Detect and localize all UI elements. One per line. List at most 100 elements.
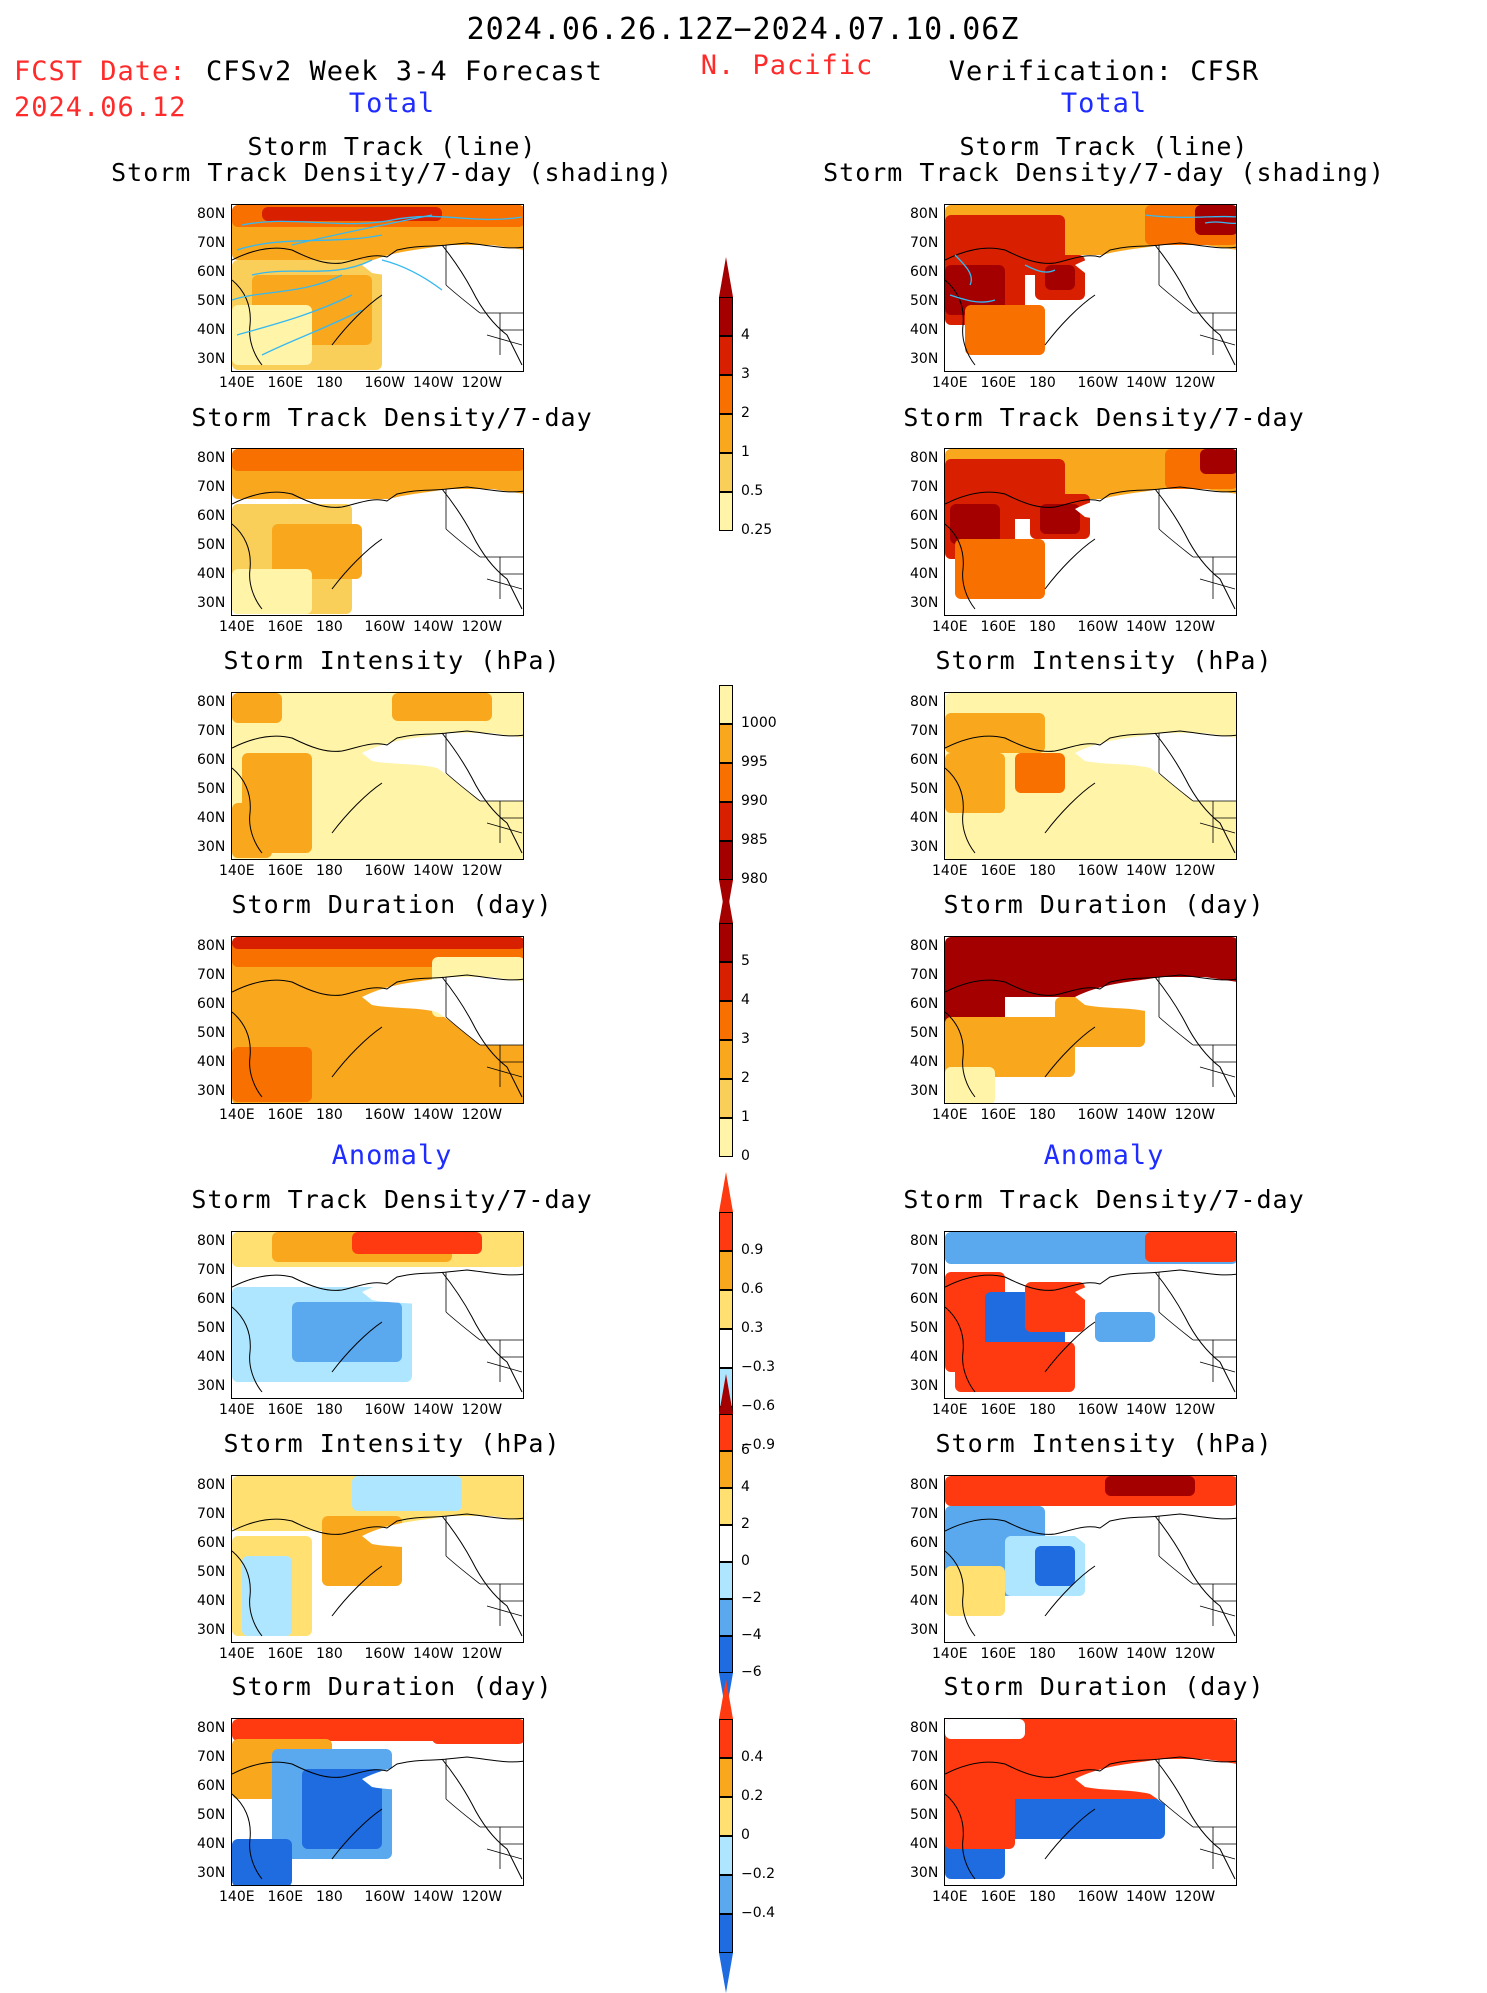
coastline-duration-0 [232, 974, 523, 1098]
lat-tick-label: 70N [197, 479, 226, 495]
lon-tick-label: 120W [1174, 1107, 1216, 1123]
land-mask-density-anom-0 [362, 1272, 523, 1340]
colorbar-cell [719, 1875, 733, 1914]
lon-tick-label: 180 [316, 1646, 343, 1662]
lat-tick-label: 50N [197, 1807, 226, 1823]
shading-cell-density-0-5 [232, 569, 312, 614]
colorbar-label: 0.6 [741, 1281, 764, 1297]
lon-tick-label: 160W [364, 375, 406, 391]
storm-track-line-track-0-2 [251, 259, 373, 276]
lat-tick-label: 50N [910, 293, 939, 309]
map-intensity-0 [231, 692, 524, 860]
lon-tick-label: 160E [267, 863, 304, 879]
lat-tick-label: 50N [910, 1320, 939, 1336]
land-mask-duration-1 [1075, 977, 1236, 1045]
map-density-anom-0 [231, 1231, 524, 1399]
border-intensity-anom-0 [445, 1516, 523, 1626]
lat-tick-label: 80N [910, 1720, 939, 1736]
lat-tick-label: 30N [197, 595, 226, 611]
lat-tick-label: 60N [197, 752, 226, 768]
land-mask-density-1 [1075, 489, 1236, 557]
lon-tick-label: 140W [1126, 1107, 1167, 1123]
colorbar-cell [719, 1836, 733, 1875]
storm-track-line-track-0-0 [241, 215, 523, 226]
lat-tick-label: 70N [197, 1262, 226, 1278]
lon-tick-label: 120W [461, 619, 503, 635]
lat-tick-label: 40N [910, 566, 939, 582]
panel-title-duration-right: Storm Duration (day) [943, 890, 1265, 919]
panel-title-duration-anom-left: Storm Duration (day) [231, 1672, 553, 1701]
anomaly-label-right: Anomaly [1043, 1140, 1165, 1171]
lat-tick-label: 70N [910, 1506, 939, 1522]
lat-tick-label: 80N [197, 206, 226, 222]
coastline-duration-1 [945, 974, 1236, 1098]
map-canvas-track-0 [232, 205, 523, 370]
lon-tick-label: 140E [219, 863, 255, 879]
lat-tick-label: 70N [197, 967, 226, 983]
land-mask-density-0 [362, 489, 523, 557]
storm-track-line-track-1-2 [949, 294, 996, 303]
colorbar-label: 995 [741, 754, 768, 770]
colorbar-arrow-top [719, 1172, 733, 1212]
colorbar-label: −2 [741, 1590, 762, 1606]
colorbar-cell [719, 1636, 733, 1673]
map-canvas-track-1 [945, 205, 1236, 366]
lat-tick-label: 40N [197, 1054, 226, 1070]
shading-cell-duration-anom-0-4 [232, 1839, 292, 1885]
land-mask-duration-anom-0 [362, 1759, 523, 1827]
lat-tick-label: 30N [910, 1083, 939, 1099]
lon-tick-label: 180 [316, 1107, 343, 1123]
colorbar-cell [719, 492, 733, 531]
lon-tick-label: 120W [1174, 1646, 1216, 1662]
colorbar-cell [719, 1599, 733, 1636]
lon-tick-label: 120W [461, 1646, 503, 1662]
lon-tick-label: 140W [413, 1646, 454, 1662]
colorbar-label: −0.9 [741, 1437, 775, 1453]
colorbar-arrow-top [719, 257, 733, 297]
colorbar-cell [719, 1414, 733, 1451]
colorbar-arrow-bottom [719, 1953, 733, 1993]
lat-tick-label: 80N [910, 938, 939, 954]
coastline-intensity-anom-1 [945, 1513, 1236, 1637]
colorbar-arrow-shape [719, 1953, 733, 1993]
total-label-right: Total [1060, 88, 1148, 119]
lat-tick-label: 60N [197, 1535, 226, 1551]
map-canvas-density-anom-1 [945, 1232, 1236, 1393]
border-intensity-0 [445, 733, 523, 843]
coastline-duration-anom-0 [232, 1756, 523, 1880]
shading-cell-track-1-7 [1195, 205, 1236, 235]
colorbar-label: 4 [741, 992, 750, 1008]
lon-tick-label: 160W [1077, 1646, 1119, 1662]
lat-tick-label: 80N [910, 206, 939, 222]
shading-cell-density-anom-0-4 [292, 1302, 402, 1362]
panel-title-intensity-left: Storm Intensity (hPa) [223, 646, 561, 675]
colorbar-label: 985 [741, 832, 768, 848]
colorbar-cell [719, 685, 733, 724]
colorbar-arrow-shape [719, 1374, 733, 1414]
colorbar-cell [719, 1290, 733, 1329]
lon-tick-label: 120W [461, 863, 503, 879]
colorbar-cell [719, 841, 733, 880]
shading-cell-density-0-4 [272, 524, 362, 579]
land-mask-duration-anom-1 [1075, 1759, 1236, 1827]
coastline-intensity-1 [945, 730, 1236, 854]
map-density-1 [944, 448, 1237, 616]
shading-cell-duration-anom-1-2 [1005, 1799, 1165, 1839]
colorbar-label: 3 [741, 366, 750, 382]
lat-tick-label: 60N [910, 508, 939, 524]
coastline-track-1 [945, 242, 1236, 366]
shading-cell-track-1-5 [1045, 265, 1075, 290]
lat-tick-label: 70N [197, 723, 226, 739]
forecast-title: CFSv2 Week 3-4 Forecast [206, 56, 603, 87]
border-intensity-1 [1158, 733, 1236, 843]
lat-tick-label: 30N [197, 839, 226, 855]
lon-tick-label: 160E [267, 1402, 304, 1418]
colorbar-cell [719, 1212, 733, 1251]
lat-tick-label: 70N [910, 235, 939, 251]
map-intensity-1 [944, 692, 1237, 860]
lat-tick-label: 70N [910, 967, 939, 983]
map-intensity-anom-0 [231, 1475, 524, 1643]
lon-tick-label: 160W [1077, 375, 1119, 391]
lon-tick-label: 160E [980, 1889, 1017, 1905]
colorbar-label: 1000 [741, 715, 777, 731]
